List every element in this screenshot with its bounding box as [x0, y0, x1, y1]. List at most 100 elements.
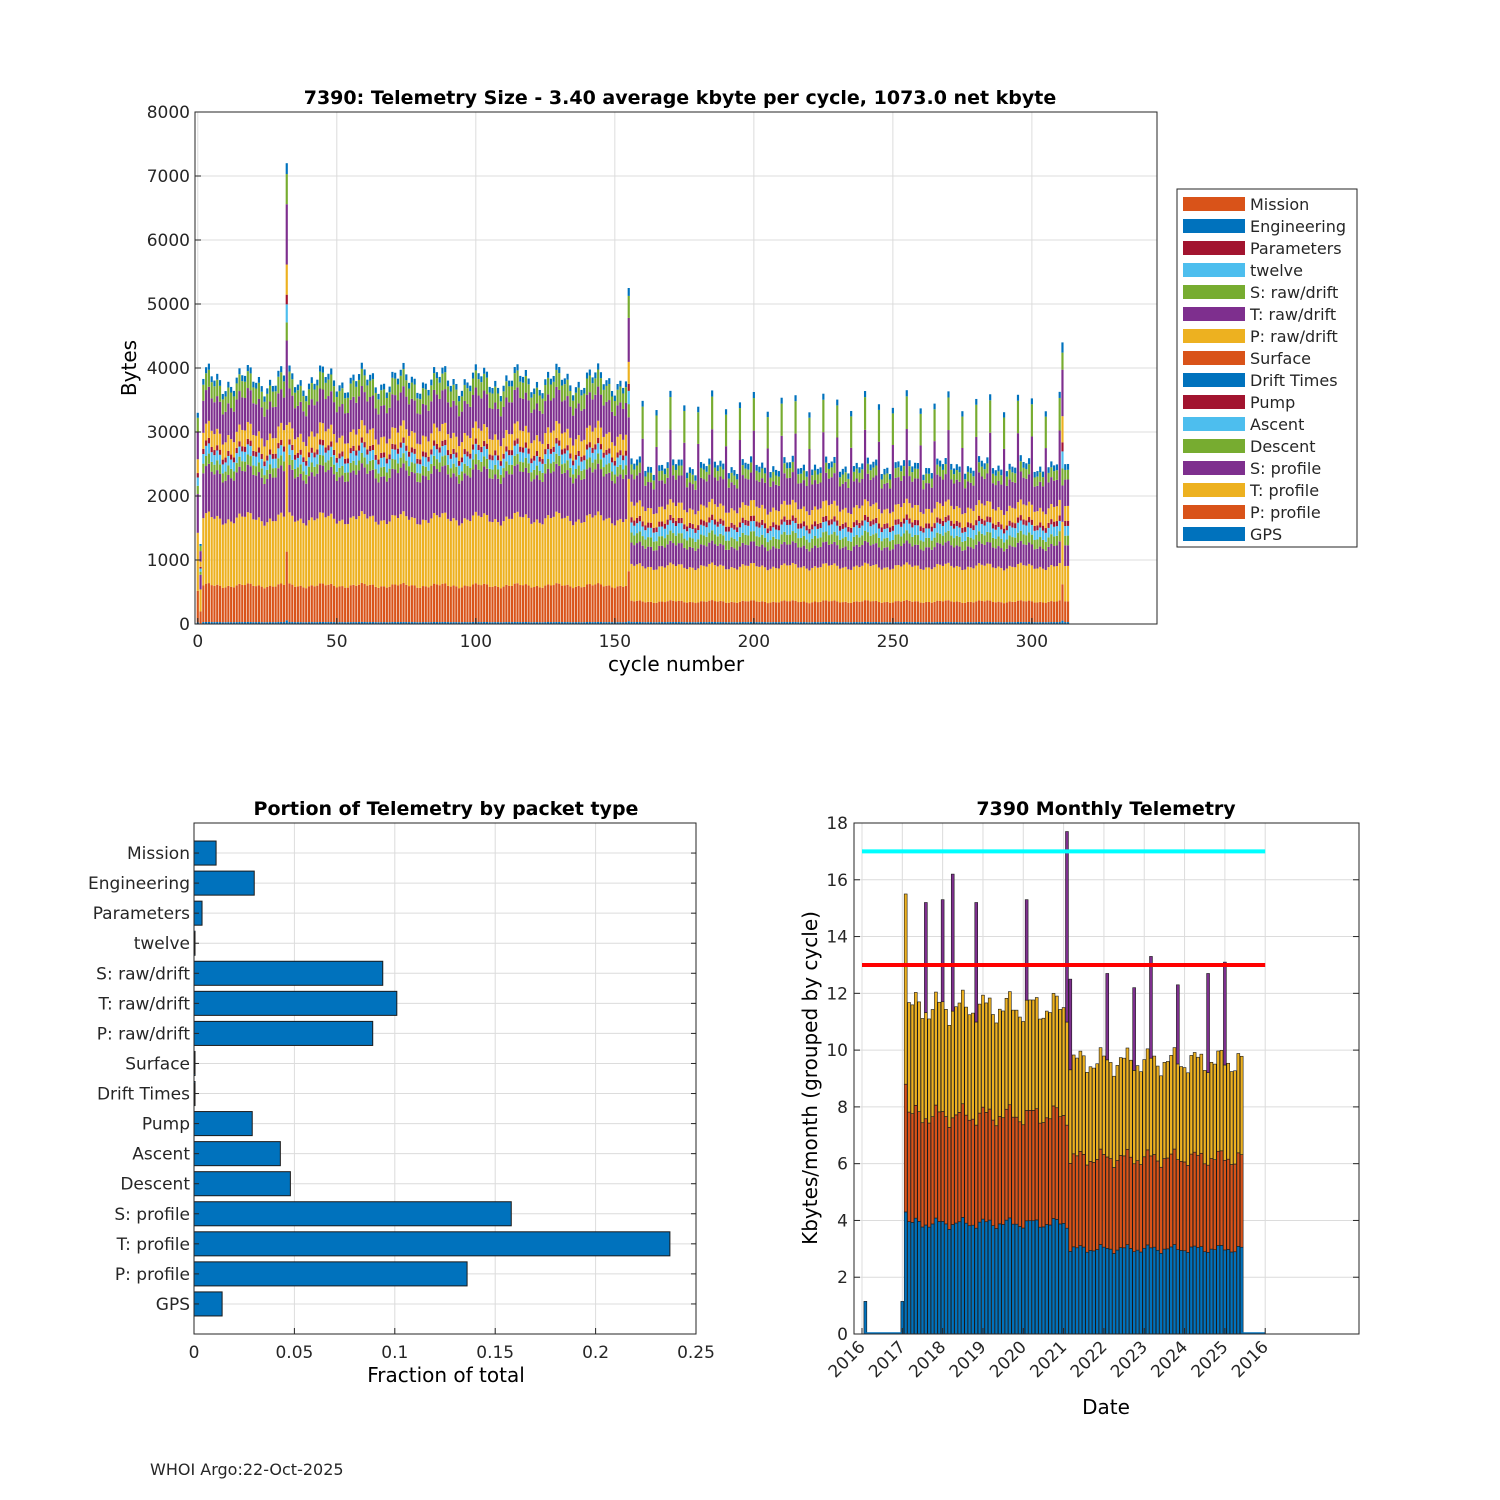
top-bar-segment: [847, 512, 850, 527]
top-bar-segment: [627, 621, 630, 624]
month-bar-segment: [1085, 1072, 1089, 1166]
top-bar-segment: [477, 395, 480, 429]
top-bar-segment: [752, 398, 755, 431]
month-bar-segment: [1139, 1071, 1143, 1165]
top-bar-segment: [599, 449, 603, 460]
top-bar-segment: [302, 396, 305, 412]
top-bar-segment: [416, 481, 419, 525]
top-bar-segment: [733, 484, 736, 511]
top-bar-segment: [788, 504, 792, 520]
top-bar-segment: [1019, 562, 1022, 601]
top-bar-segment: [708, 474, 711, 502]
top-bar-segment: [357, 379, 361, 397]
top-bar-segment: [719, 564, 722, 601]
top-bar-segment: [641, 601, 644, 623]
top-bar-segment: [555, 511, 558, 584]
top-bar-segment: [435, 622, 438, 624]
top-y-tick-label: 1000: [147, 551, 190, 571]
top-bar-segment: [1025, 505, 1028, 521]
top-bar-segment: [263, 484, 266, 526]
top-bar-segment: [894, 622, 897, 624]
top-bar-segment: [869, 521, 872, 527]
top-bar-segment: [560, 585, 564, 623]
top-bar-segment: [285, 264, 288, 295]
top-bar-segment: [405, 396, 408, 430]
top-bar-segment: [327, 428, 330, 446]
top-bar-segment: [939, 476, 942, 504]
top-bar-segment: [1055, 622, 1058, 624]
top-bar-segment: [346, 622, 350, 624]
legend-label: Descent: [1250, 437, 1316, 456]
top-bar-segment: [324, 431, 327, 448]
top-bar-segment: [666, 565, 669, 602]
top-bar-segment: [891, 413, 894, 445]
top-bar-segment: [332, 622, 336, 624]
month-bar-segment: [998, 1008, 1002, 1117]
month-bar-segment: [1206, 1072, 1210, 1166]
top-bar-segment: [597, 621, 600, 624]
top-bar-segment: [1030, 398, 1033, 405]
top-bar-segment: [435, 394, 438, 428]
top-bar-segment: [663, 468, 666, 475]
top-bar-segment: [716, 521, 719, 527]
month-bar-segment: [1132, 987, 1136, 1071]
top-bar-segment: [541, 587, 544, 623]
top-bar-segment: [413, 448, 416, 454]
top-bar-segment: [661, 622, 664, 624]
top-bar-segment: [274, 477, 277, 522]
top-bar-segment: [811, 475, 814, 485]
top-bar-segment: [663, 474, 666, 484]
top-bar-segment: [366, 385, 369, 402]
month-bar-segment: [1186, 1072, 1190, 1166]
top-bar-segment: [1055, 479, 1058, 507]
top-bar-segment: [1000, 567, 1003, 603]
top-bar-segment: [674, 622, 678, 624]
top-bar-segment: [852, 466, 856, 472]
top-bar-segment: [1044, 570, 1047, 604]
top-bar-segment: [419, 622, 422, 624]
top-bar-segment: [577, 475, 580, 520]
top-bar-segment: [947, 600, 950, 622]
top-bar-segment: [691, 524, 694, 530]
top-bar-segment: [599, 444, 603, 450]
top-bar-segment: [382, 405, 386, 437]
top-bar-segment: [964, 550, 967, 570]
month-bar-segment: [984, 1002, 989, 1113]
top-bar-segment: [724, 414, 728, 447]
top-bar-segment: [599, 622, 603, 624]
month-bar-segment: [1038, 1226, 1042, 1335]
top-bar-segment: [319, 583, 322, 622]
month-bar-segment: [1142, 1156, 1146, 1249]
top-bar-segment: [355, 402, 358, 435]
top-bar-segment: [850, 622, 853, 624]
top-bar-segment: [780, 524, 783, 535]
top-bar-segment: [335, 412, 338, 443]
top-bar-segment: [1044, 541, 1047, 551]
top-bar-segment: [902, 533, 906, 544]
top-bar-segment: [558, 513, 561, 584]
top-bar-segment: [230, 439, 233, 455]
top-bar-segment: [305, 588, 308, 623]
top-bar-segment: [369, 460, 372, 471]
top-bar-segment: [886, 508, 889, 524]
top-bar-segment: [808, 622, 811, 624]
top-bar-segment: [505, 430, 508, 447]
month-bar-segment: [910, 1222, 915, 1335]
top-bar-segment: [346, 443, 350, 459]
top-bar-segment: [688, 546, 691, 568]
month-bar-segment: [974, 1227, 978, 1335]
top-bar-segment: [758, 537, 761, 547]
month-bars: [863, 831, 1266, 1335]
top-bar-segment: [1036, 471, 1039, 477]
top-bar-segment: [702, 565, 705, 602]
top-bar-segment: [580, 461, 583, 471]
top-bar-segment: [591, 472, 594, 518]
month-bar-segment: [1092, 1161, 1096, 1252]
top-bar-segment: [969, 622, 972, 624]
top-bar-segment: [736, 569, 739, 603]
top-bar-segment: [1002, 514, 1006, 529]
top-bar-segment: [655, 513, 658, 528]
top-bar-segment: [827, 478, 831, 506]
top-bar-segment: [424, 466, 427, 477]
top-bar-segment: [513, 455, 516, 466]
